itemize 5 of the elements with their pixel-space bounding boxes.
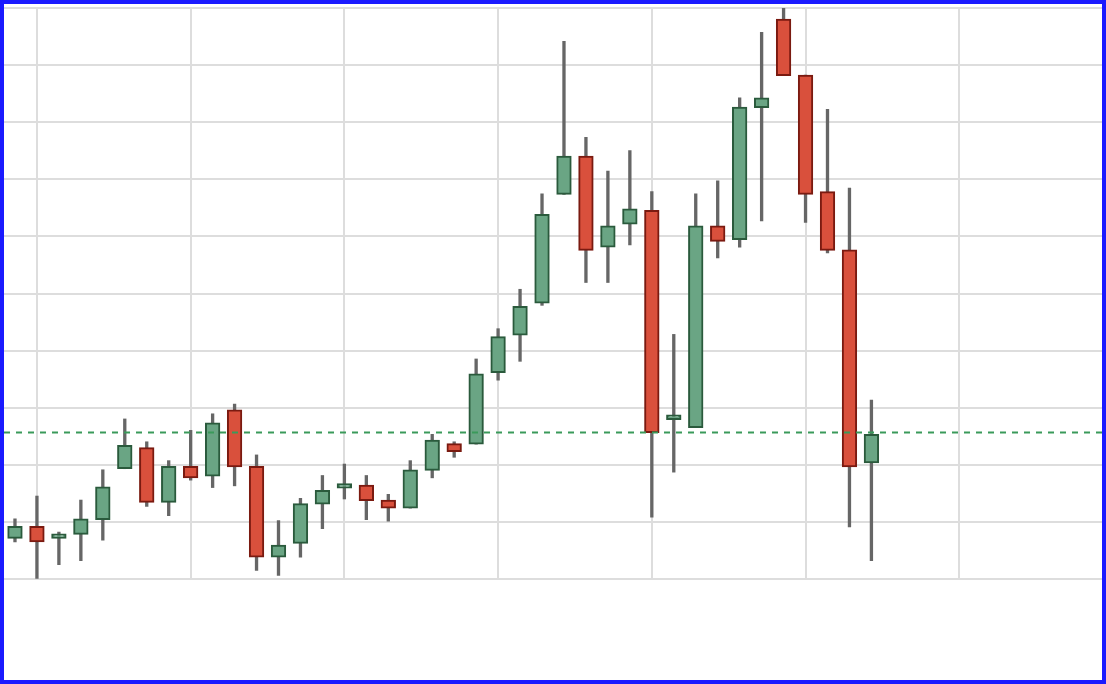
candlestick	[29, 495, 45, 579]
candlestick	[51, 531, 67, 566]
candlestick	[600, 170, 616, 283]
candlestick	[556, 41, 572, 195]
candlestick	[622, 150, 638, 246]
